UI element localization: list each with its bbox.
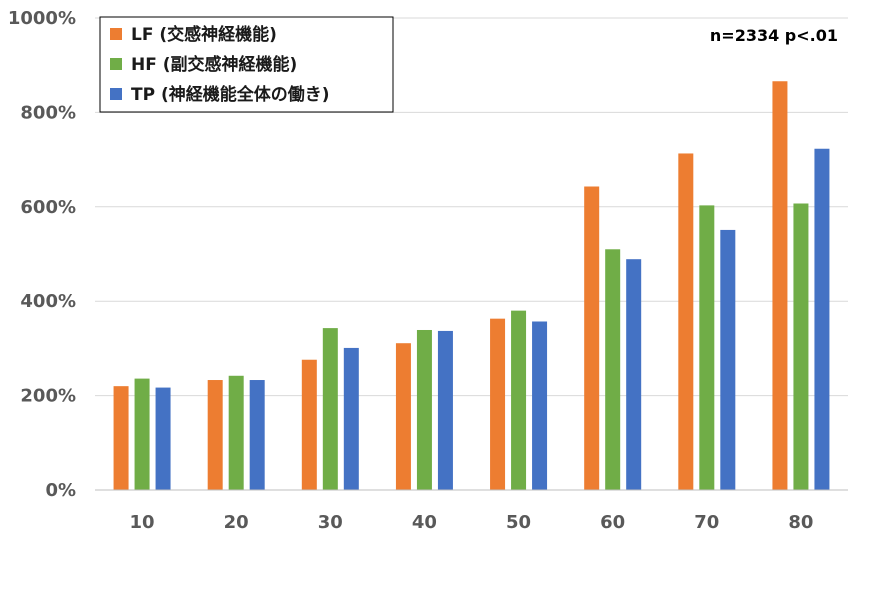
x-axis-tick-labels: 10 20 30 40 50 60 70 80 bbox=[130, 512, 814, 533]
annotation-sample-size: n=2334 p<.01 bbox=[710, 26, 838, 45]
bar-lf-30 bbox=[301, 359, 317, 490]
legend-label-hf: HF (副交感神経機能) bbox=[131, 54, 297, 75]
bar-lf-50 bbox=[490, 318, 506, 490]
bar-lf-80 bbox=[772, 81, 788, 491]
y-tick-label: 600% bbox=[20, 197, 76, 218]
y-tick-label: 200% bbox=[20, 386, 76, 407]
x-tick-label: 30 bbox=[318, 512, 343, 533]
bars bbox=[113, 81, 830, 491]
bar-hf-70 bbox=[699, 205, 715, 490]
bar-hf-40 bbox=[416, 329, 432, 490]
bar-hf-20 bbox=[228, 375, 244, 490]
x-tick-label: 70 bbox=[694, 512, 719, 533]
bar-hf-30 bbox=[322, 328, 338, 490]
x-tick-label: 10 bbox=[130, 512, 155, 533]
y-tick-label: 1000% bbox=[8, 8, 76, 29]
x-tick-label: 40 bbox=[412, 512, 437, 533]
bar-hf-10 bbox=[134, 378, 150, 490]
x-tick-label: 50 bbox=[506, 512, 531, 533]
bar-tp-30 bbox=[343, 347, 359, 490]
x-tick-label: 60 bbox=[600, 512, 625, 533]
bar-hf-60 bbox=[605, 249, 621, 490]
bar-tp-10 bbox=[155, 387, 171, 490]
legend-items: LF (交感神経機能) HF (副交感神経機能) TP (神経機能全体の働き) bbox=[110, 24, 330, 105]
legend-swatch-lf bbox=[110, 28, 122, 40]
bar-lf-70 bbox=[678, 153, 694, 491]
bar-tp-50 bbox=[532, 321, 548, 490]
legend-box bbox=[99, 16, 394, 113]
legend-swatch-tp bbox=[110, 88, 122, 100]
x-tick-label: 20 bbox=[224, 512, 249, 533]
bar-lf-40 bbox=[395, 343, 411, 490]
y-tick-label: 400% bbox=[20, 291, 76, 312]
legend-label-lf: LF (交感神経機能) bbox=[131, 24, 277, 45]
legend-swatch-hf bbox=[110, 58, 122, 70]
y-tick-label: 0% bbox=[45, 480, 76, 501]
bar-tp-70 bbox=[720, 229, 736, 491]
bar-tp-60 bbox=[626, 259, 642, 490]
bar-hf-50 bbox=[511, 310, 527, 490]
bar-hf-80 bbox=[793, 203, 809, 490]
bar-lf-10 bbox=[113, 386, 129, 490]
legend: LF (交感神経機能) HF (副交感神経機能) TP (神経機能全体の働き) bbox=[99, 16, 394, 113]
bar-tp-80 bbox=[814, 148, 830, 490]
bar-tp-40 bbox=[437, 330, 453, 490]
bar-lf-60 bbox=[584, 186, 600, 490]
y-axis-tick-labels: 0% 200% 400% 600% 800% 1000% bbox=[8, 8, 76, 501]
y-tick-label: 800% bbox=[20, 102, 76, 123]
x-tick-label: 80 bbox=[788, 512, 813, 533]
bar-lf-20 bbox=[207, 380, 223, 490]
bar-tp-20 bbox=[249, 380, 265, 490]
legend-label-tp: TP (神経機能全体の働き) bbox=[131, 84, 330, 105]
